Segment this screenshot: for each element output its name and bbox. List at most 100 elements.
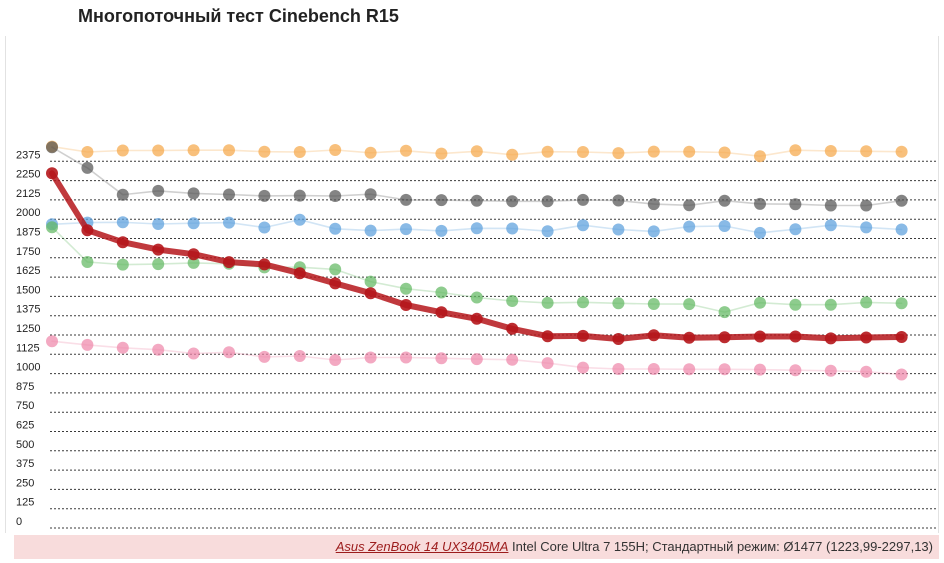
series-6-point — [116, 341, 129, 354]
series-6-point — [860, 365, 873, 378]
series-2-point — [46, 141, 58, 154]
series-6-point — [258, 350, 271, 363]
series-3-point — [789, 223, 802, 236]
series-6-point — [400, 351, 412, 364]
series-2-point — [81, 161, 94, 174]
y-tick-label: 750 — [16, 400, 34, 412]
series-6-point — [541, 357, 554, 370]
series-2-point — [364, 188, 377, 201]
y-tick-label: 875 — [16, 381, 34, 393]
series-1-point — [506, 148, 519, 161]
series-6-point — [895, 368, 908, 381]
series-1-point — [577, 146, 589, 158]
series-6-point — [293, 350, 306, 362]
series-6-point — [470, 353, 483, 366]
series-5-point — [46, 167, 58, 180]
series-3-point — [258, 221, 271, 234]
series-3-point — [718, 220, 731, 232]
series-4-point — [895, 297, 908, 310]
series-1-point — [187, 144, 200, 157]
series-1-point — [329, 144, 342, 156]
series-4-point — [470, 291, 483, 304]
series-3-point — [116, 216, 129, 229]
series-1-point — [754, 150, 766, 163]
series-4-point — [46, 221, 58, 234]
series-4-point — [718, 306, 731, 319]
y-tick-label: 125 — [16, 497, 34, 509]
series-3-point — [364, 224, 377, 237]
series-6-point — [152, 343, 165, 356]
series-1-point — [116, 144, 129, 157]
series-3-point — [506, 222, 519, 235]
chart-title: Многопоточный тест Cinebench R15 — [78, 6, 399, 26]
series-3-point — [577, 219, 589, 232]
series-1-point — [258, 145, 271, 158]
series-3-point — [541, 225, 554, 238]
series-6-point — [81, 338, 94, 351]
series-4-point — [506, 295, 519, 307]
series-1-point — [789, 144, 802, 157]
series-5-point — [81, 224, 94, 237]
series-5-point — [470, 312, 483, 325]
series-4-point — [152, 258, 165, 271]
series-2-point — [400, 193, 412, 206]
series-4-point — [860, 296, 873, 309]
series-6-point — [718, 363, 731, 376]
series-2-point — [506, 195, 519, 208]
series-3-point — [860, 221, 873, 234]
series-4-point — [754, 296, 766, 309]
series-1-point — [293, 146, 306, 158]
series-3-point — [152, 218, 165, 230]
series-5-point — [364, 287, 377, 300]
y-tick-label: 1125 — [16, 342, 40, 354]
series-2-point — [258, 189, 271, 202]
series-1-point — [435, 147, 448, 160]
series-2-point — [470, 194, 483, 207]
series-6-point — [683, 363, 696, 376]
series-3-point — [400, 223, 412, 236]
series-6-point — [577, 361, 589, 374]
series-3-point — [187, 217, 200, 230]
series-1-point — [824, 145, 837, 157]
series-4-point — [81, 256, 94, 268]
series-5-point — [754, 330, 766, 343]
series-4-point — [683, 298, 696, 311]
series-6-point — [754, 363, 766, 376]
series-1-point — [364, 146, 377, 159]
series-2-point — [152, 184, 165, 197]
series-1-point — [718, 146, 731, 159]
series-5-point — [860, 331, 873, 344]
series-2-point — [683, 199, 696, 212]
y-tick-label: 1000 — [16, 362, 40, 374]
series-3-point — [329, 222, 342, 235]
series-3-point — [470, 222, 483, 235]
series-5-point — [541, 330, 554, 343]
series-5-point — [506, 322, 519, 335]
series-1-point — [81, 146, 94, 158]
series-4-point — [612, 297, 625, 310]
series-4-point — [435, 286, 448, 299]
series-1-point — [647, 145, 660, 158]
y-tick-label: 2250 — [16, 169, 40, 181]
series-1-point — [612, 147, 625, 160]
y-tick-label: 250 — [16, 477, 34, 489]
series-2-point — [541, 195, 554, 208]
y-tick-label: 2375 — [16, 149, 40, 161]
series-3-point — [223, 216, 235, 229]
series-5-point — [895, 331, 908, 343]
series-2-point — [718, 194, 731, 207]
left-border — [5, 36, 6, 533]
series-6-point — [187, 347, 200, 360]
device-link[interactable]: Asus ZenBook 14 UX3405MA — [335, 539, 509, 554]
y-tick-label: 1250 — [16, 323, 40, 335]
series-4-point — [329, 263, 342, 276]
series-6-point — [824, 364, 837, 377]
series-5-point — [187, 248, 200, 261]
series-3-point — [754, 226, 766, 239]
y-tick-label: 0 — [16, 516, 22, 528]
y-tick-label: 1875 — [16, 227, 40, 239]
series-4-point — [187, 256, 200, 269]
series-5-point — [824, 332, 837, 345]
series-1-point — [683, 145, 696, 158]
